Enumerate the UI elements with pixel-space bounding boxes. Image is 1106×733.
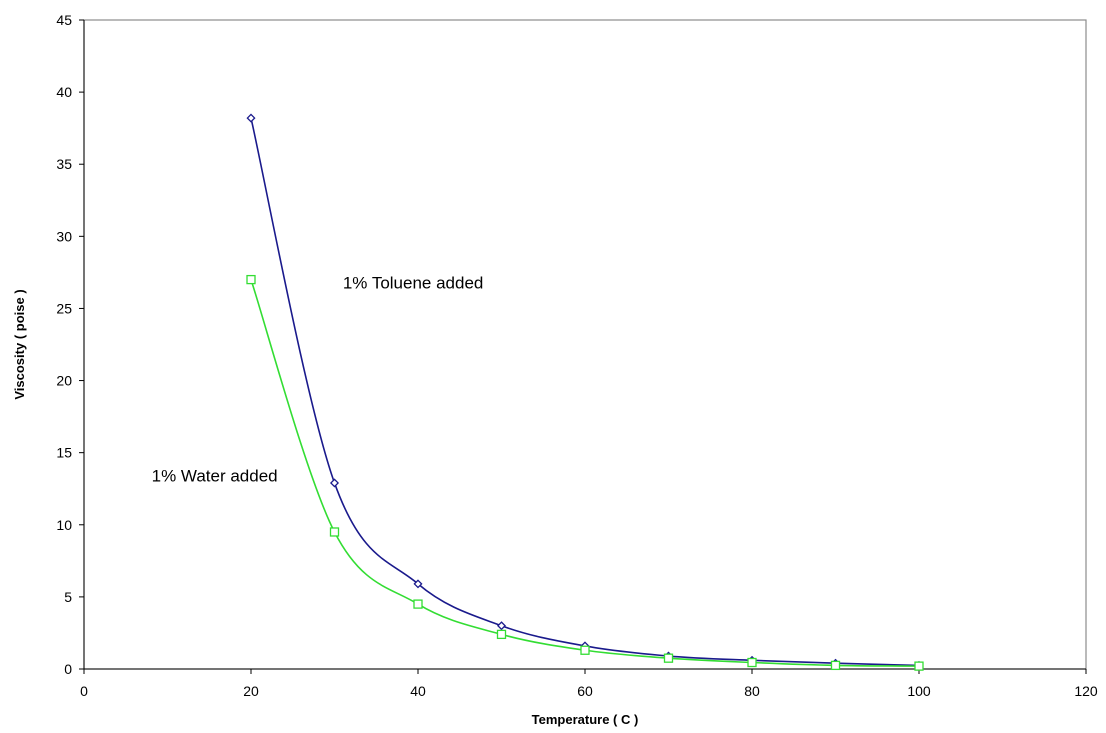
y-tick-label: 15 (56, 445, 72, 461)
data-point-diamond (496, 621, 507, 631)
data-point-square (830, 660, 841, 671)
data-point-square (747, 657, 757, 668)
y-tick-label: 25 (56, 300, 72, 316)
data-point-square (580, 645, 590, 655)
series-line-1 (250, 279, 920, 667)
x-tick-label: 40 (410, 683, 426, 699)
y-tick-label: 40 (56, 84, 72, 100)
x-tick-label: 80 (744, 683, 760, 699)
x-tick-label: 20 (243, 683, 259, 699)
y-tick-label: 45 (56, 12, 72, 28)
x-axis-title: Temperature ( C ) (532, 712, 639, 727)
y-axis-title: Viscosity ( poise ) (12, 289, 27, 399)
axes (79, 19, 1087, 674)
data-point-square (413, 599, 423, 609)
data-point-diamond (246, 113, 256, 123)
plot-frame (83, 19, 1087, 670)
y-tick-label: 0 (64, 661, 72, 677)
series-line-0 (250, 117, 920, 667)
y-tick-label: 20 (56, 373, 72, 389)
tick-labels: 0 5 10 15 20 25 30 35 40 45 0 20 40 60 80 100 120 (56, 12, 1097, 699)
annotation-water: 1% Water added (152, 467, 278, 486)
data-point-diamond (413, 579, 423, 589)
y-tick-label: 35 (56, 156, 72, 172)
y-tick-label: 30 (56, 228, 72, 244)
series-1 (246, 274, 924, 671)
series-0 (246, 113, 924, 670)
series (246, 113, 924, 671)
data-point-square (246, 274, 256, 285)
data-point-diamond (329, 478, 340, 488)
y-tick-label: 5 (64, 589, 72, 605)
data-point-square (496, 629, 507, 640)
data-point-square (329, 527, 340, 537)
annotation-toluene: 1% Toluene added (343, 273, 484, 292)
x-tick-label: 100 (907, 683, 931, 699)
x-tick-label: 120 (1074, 683, 1098, 699)
x-tick-label: 0 (80, 683, 88, 699)
data-point-square (663, 653, 674, 663)
y-tick-label: 10 (56, 517, 72, 533)
data-point-square (914, 661, 924, 671)
x-tick-label: 60 (577, 683, 593, 699)
